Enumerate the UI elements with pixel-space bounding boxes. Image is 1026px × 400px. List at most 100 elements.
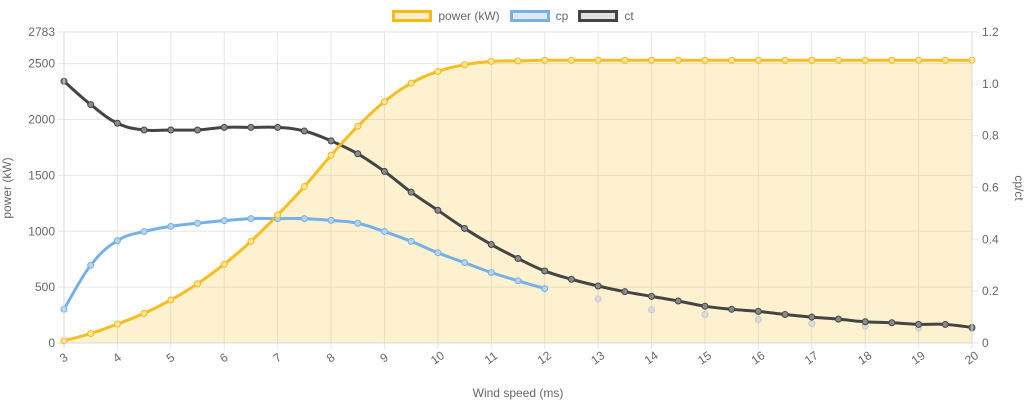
cp-point [434,249,442,257]
cp-point [113,237,121,245]
power-point [354,122,362,130]
y-right-tick-label: 0.4 [982,232,999,246]
legend-item-ct[interactable]: ct [578,6,634,26]
cp-point [194,219,202,227]
x-tick-label: 5 [164,350,178,365]
x-tick-label: 17 [802,348,821,367]
y-axis-right-title: cp/ct [1012,175,1026,201]
power-point [87,330,95,338]
legend-label-cp: cp [555,9,569,23]
power-point [300,183,308,191]
legend-swatch-ct [578,10,619,22]
cp-point [87,261,95,269]
power-point [380,98,388,106]
x-tick-label: 9 [377,350,391,365]
legend-item-cp[interactable]: cp [509,6,569,26]
power-point [434,67,442,75]
ct-point [701,302,709,310]
ct-point [754,307,762,315]
power-point [247,237,255,245]
power-point [861,56,869,64]
ct-point [247,123,255,131]
x-tick-label: 16 [749,348,768,367]
power-point [140,309,148,317]
y-right-tick-label: 1.0 [982,77,999,91]
power-point [274,211,282,219]
cp-point [354,219,362,227]
y-right-tick-label: 0.2 [982,284,999,298]
ct-point [167,126,175,134]
power-point [834,56,842,64]
ct-point [674,297,682,305]
ct-point [274,123,282,131]
power-point [567,56,575,64]
legend-item-power[interactable]: power (kW) [392,6,500,26]
x-tick-label: 15 [695,348,714,367]
ct-point [567,275,575,283]
power-point [167,296,175,304]
ct-point [834,315,842,323]
ct-point [220,123,228,131]
y-right-tick-label: 0.8 [982,129,999,143]
ct-point [648,292,656,300]
ct-point [861,318,869,326]
power-point [621,56,629,64]
legend-swatch-cp [509,10,550,22]
power-point [701,56,709,64]
power-point [113,320,121,328]
cp-point [247,215,255,223]
data-points [60,56,976,345]
power-point [487,57,495,65]
power-point [461,61,469,69]
x-tick-label: 18 [855,348,874,367]
ct-point [327,137,335,145]
power-point [674,56,682,64]
ct-point [407,188,415,196]
ct-point [300,127,308,135]
cp-point [407,237,415,245]
power-point [728,56,736,64]
ct-point [514,255,522,263]
ct-point [354,150,362,158]
y-left-tick-label: 500 [35,280,55,294]
y-left-tick-label: 0 [48,336,55,350]
ct-point [87,101,95,109]
x-tick-label: 20 [962,348,981,367]
cp-point-faded [808,320,816,328]
y-left-tick-label: 2500 [28,57,55,71]
y-left-tick-label: 2783 [28,25,55,39]
x-tick-label: 6 [217,350,231,365]
x-axis-title: Wind speed (ms) [473,386,564,400]
power-point [194,280,202,288]
power-point [541,56,549,64]
power-point [648,56,656,64]
ct-point [941,320,949,328]
power-point [781,56,789,64]
cp-point-faded [594,295,602,303]
cp-point [487,269,495,277]
power-point [594,56,602,64]
power-point [808,56,816,64]
power-point [915,56,923,64]
y-right-tick-label: 0.6 [982,181,999,195]
ct-point [808,313,816,321]
power-point [407,79,415,87]
cp-point [167,222,175,230]
y-left-tick-label: 2000 [28,113,55,127]
legend-swatch-power [392,10,433,22]
ct-point [461,224,469,232]
y-right-tick-label: 0 [982,336,989,350]
x-tick-label: 10 [428,348,447,367]
legend-label-ct: ct [624,9,634,23]
ct-point [781,310,789,318]
power-point [754,56,762,64]
cp-point-faded [754,316,762,324]
ct-point [728,305,736,313]
cp-point [220,217,228,225]
ct-point [487,241,495,249]
x-tick-label: 13 [588,348,607,367]
cp-point-faded [701,310,709,318]
power-point [220,260,228,268]
x-tick-label: 19 [909,348,928,367]
